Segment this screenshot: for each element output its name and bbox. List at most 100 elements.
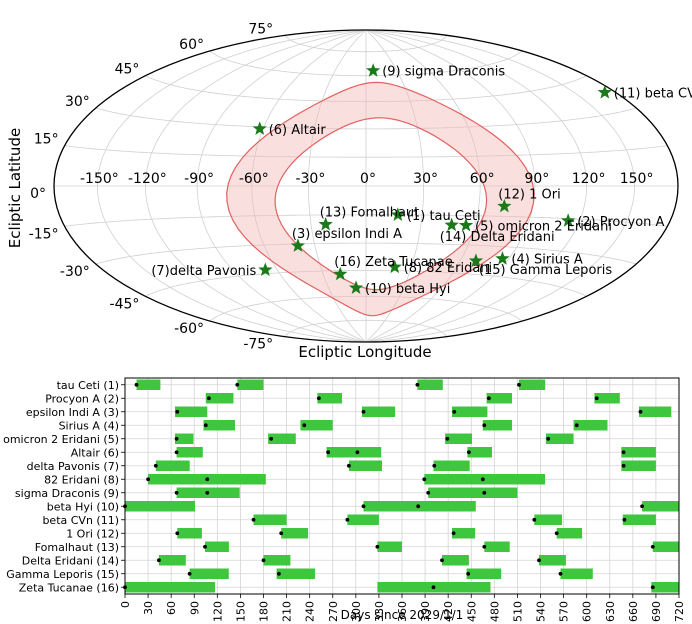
visibility-bar [176,447,203,458]
gantt-x-tick-label: 180 [258,601,271,622]
parallel-line [64,145,668,158]
gantt-category-label: Gamma Leporis (15) [6,568,119,581]
star-point: (7)delta Pavonis [151,262,273,279]
peak-marker [279,531,284,536]
gantt-category-label: beta Hyi (10) [47,500,119,513]
peak-marker [482,544,487,549]
visibility-bar [125,582,215,593]
star-label: (10) beta Hyi [365,282,450,297]
gantt-category-label: tau Ceti (1) [57,379,119,392]
visibility-bar [268,433,296,444]
gantt-category-label: epsilon Indi A (3) [26,406,119,419]
gantt-x-tick-labels: 0 30 60 90 120 150 180 210 240 270 300 330 360 390 420… [119,594,686,622]
gantt-row [203,541,679,552]
visibility-bar [484,541,510,552]
visibility-bar [594,393,620,404]
peak-marker [174,436,179,441]
gantt-x-tick-label: 480 [488,601,501,622]
peak-marker [355,450,360,455]
peak-marker [558,571,563,576]
visibility-bar [276,568,316,579]
parallel-line [145,270,587,297]
gantt-row [205,393,620,404]
visibility-bar [621,447,656,458]
gantt-row [187,568,593,579]
gantt-x-tick-label: 420 [442,601,455,622]
star-point: (13) Fomalhaut [318,206,419,231]
longitude-tick-label: -30° [295,171,325,187]
peak-marker [175,531,180,536]
gantt-x-tick-label: 570 [558,601,571,622]
peak-marker [546,436,551,441]
parallel-line [284,319,448,337]
latitude-tick-label: -45° [110,296,140,312]
peak-marker [302,423,307,428]
gantt-row [174,433,574,444]
visibility-bar [651,582,679,593]
gantt-category-labels: tau Ceti (1)Procyon A (2)epsilon Indi A … [3,379,125,594]
visibility-bar [466,568,502,579]
visibility-bar [175,406,208,417]
peak-marker [416,504,421,509]
gantt-x-tick-label: 0 [119,601,132,608]
gantt-x-tick-label: 660 [627,601,640,622]
star-label: (7)delta Pavonis [151,264,256,279]
visibility-bar [189,568,229,579]
visibility-gantt-chart: tau Ceti (1)Procyon A (2)epsilon Indi A … [3,377,686,622]
longitude-tick-label: -120° [128,171,167,187]
peak-marker [187,571,192,576]
gantt-x-tick-label: 60 [165,601,178,615]
peak-marker [554,531,559,536]
peak-marker [467,450,471,455]
longitude-tick-label: 120° [572,171,606,187]
peak-marker [317,396,321,401]
visibility-bar [442,555,469,566]
peak-marker [375,544,380,549]
peak-marker [175,409,180,414]
gantt-category-label: Procyon A (2) [45,392,119,405]
visibility-bar [175,433,194,444]
gantt-category-label: 82 Eridani (8) [44,473,119,486]
visibility-bar [281,528,309,539]
latitude-tick-label: -60° [174,321,204,337]
visibility-region [226,81,535,317]
peak-marker [361,409,366,414]
peak-marker [203,423,208,428]
star-icon [497,198,512,213]
longitude-tick-label: 60° [470,171,495,187]
parallel-line [145,75,587,102]
visibility-bar [253,514,287,525]
peak-marker [235,382,240,387]
peak-marker [361,504,366,509]
peak-marker [638,409,643,414]
visibility-bar [452,406,488,417]
visibility-bar [424,474,546,485]
star-point: (15) Gamma Leporis [468,253,612,278]
gantt-x-tick-label: 360 [396,601,409,622]
peak-marker [251,517,256,522]
star-point: (3) epsilon Indi A [290,227,402,252]
peak-marker [347,463,351,468]
gantt-category-label: 1 Ori (12) [66,527,119,540]
star-point: (12) 1 Ori [497,187,561,213]
visibility-bar [642,501,679,512]
star-icon [444,217,459,232]
star-point: (14) Delta Eridani [440,217,555,245]
sky-map-grid [54,29,678,343]
gantt-x-tick-label: 90 [188,601,201,615]
gantt-x-tick-label: 30 [142,601,155,615]
latitude-tick-label: 30° [65,94,90,110]
gantt-row [157,555,566,566]
visibility-bar [300,420,333,431]
peak-marker [482,490,487,495]
parallel-line [64,214,668,227]
star-point: (6) Altair [252,121,326,138]
gantt-x-tick-label: 540 [535,601,548,622]
latitude-tick-label: 45° [115,62,140,78]
peak-marker [482,423,487,428]
visibility-bar [205,541,229,552]
star-icon [495,251,510,265]
star-label: (4) Sirius A [511,253,583,268]
longitude-tick-label: -90° [184,171,214,187]
star-icon [597,84,612,99]
